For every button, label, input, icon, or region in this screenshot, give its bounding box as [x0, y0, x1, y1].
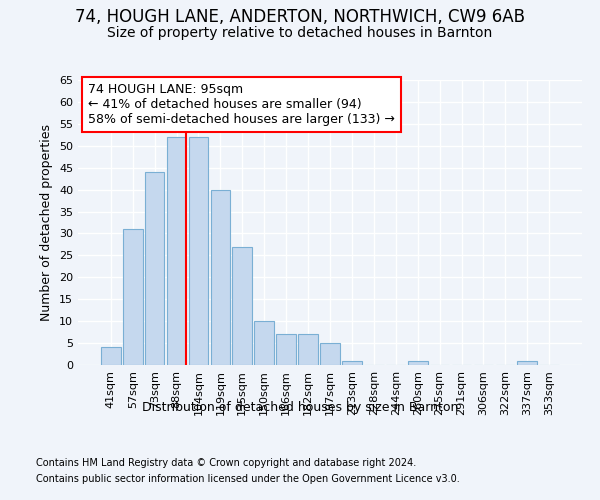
Text: Size of property relative to detached houses in Barnton: Size of property relative to detached ho… — [107, 26, 493, 40]
Y-axis label: Number of detached properties: Number of detached properties — [40, 124, 53, 321]
Bar — [101, 348, 121, 365]
Bar — [408, 360, 428, 365]
Bar — [298, 334, 318, 365]
Bar — [276, 334, 296, 365]
Bar — [232, 246, 252, 365]
Bar — [211, 190, 230, 365]
Bar — [320, 343, 340, 365]
Text: Contains HM Land Registry data © Crown copyright and database right 2024.: Contains HM Land Registry data © Crown c… — [36, 458, 416, 468]
Text: Contains public sector information licensed under the Open Government Licence v3: Contains public sector information licen… — [36, 474, 460, 484]
Bar — [254, 321, 274, 365]
Bar — [342, 360, 362, 365]
Bar — [123, 229, 143, 365]
Bar — [145, 172, 164, 365]
Text: 74, HOUGH LANE, ANDERTON, NORTHWICH, CW9 6AB: 74, HOUGH LANE, ANDERTON, NORTHWICH, CW9… — [75, 8, 525, 26]
Bar — [167, 137, 187, 365]
Bar — [188, 137, 208, 365]
Text: Distribution of detached houses by size in Barnton: Distribution of detached houses by size … — [142, 401, 458, 414]
Text: 74 HOUGH LANE: 95sqm
← 41% of detached houses are smaller (94)
58% of semi-detac: 74 HOUGH LANE: 95sqm ← 41% of detached h… — [88, 83, 395, 126]
Bar — [517, 360, 537, 365]
